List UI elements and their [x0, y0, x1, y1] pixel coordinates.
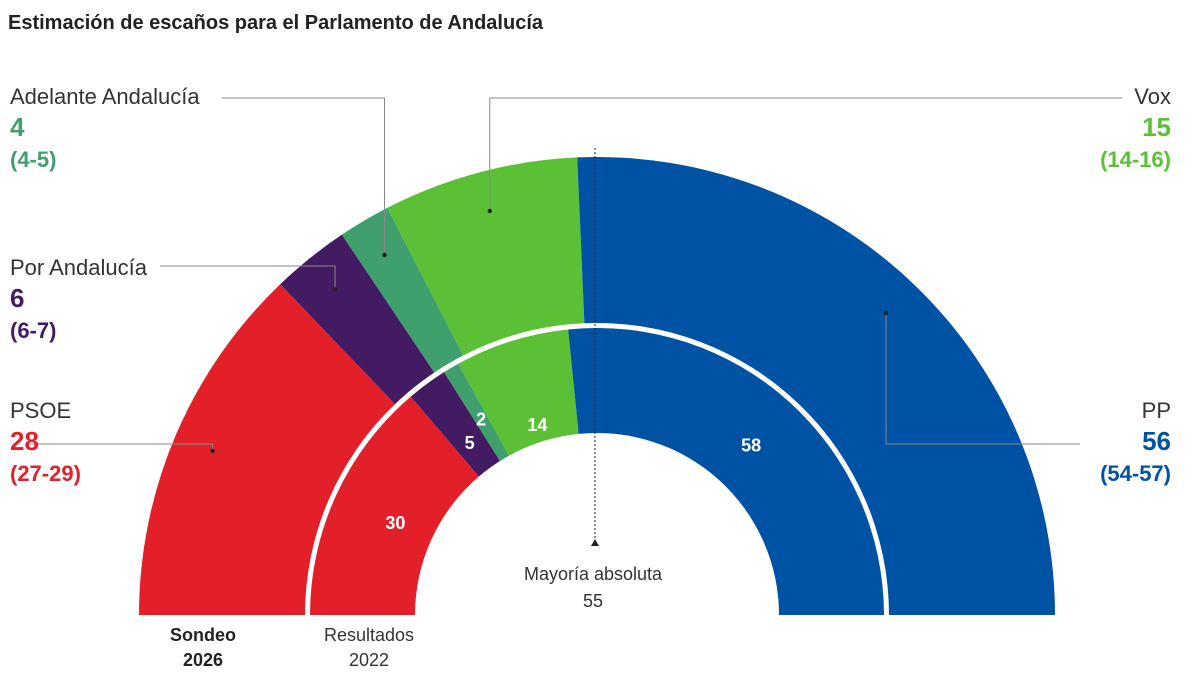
- leader-line-pp: [885, 313, 1080, 445]
- inner-label-psoe: 30: [385, 513, 405, 533]
- party-seats-por-andalucia: 6: [10, 283, 24, 313]
- party-labels: PSOE 28 (27-29) Por Andalucía 6 (6-7) Adelante…: [10, 84, 1171, 486]
- party-name-vox: Vox: [1134, 84, 1171, 109]
- chart-title: Estimación de escaños para el Parlamento…: [8, 12, 544, 34]
- ring-resultados-2022: [310, 328, 884, 615]
- leader-line-adelante-andalucia: [222, 97, 385, 255]
- party-range-por-andalucia: (6-7): [10, 318, 56, 343]
- inner-seat-labels: 30 52 14 58: [385, 410, 761, 533]
- party-range-adelante-andalucia: (4-5): [10, 147, 56, 172]
- inner-label-por-andalucia: 5: [465, 433, 475, 453]
- ring-label-2022: 2022: [349, 650, 389, 670]
- resultados-segment-psoe: [310, 396, 479, 615]
- party-range-vox: (14-16): [1100, 147, 1171, 172]
- resultados-segment-por-andalucia: [410, 372, 501, 477]
- sondeo-segment-por-andalucia: [280, 234, 435, 405]
- sondeo-segment-vox: [387, 157, 585, 356]
- leader-line-psoe: [30, 443, 214, 451]
- leader-line-vox: [489, 97, 1122, 211]
- party-seats-psoe: 28: [10, 426, 39, 456]
- sondeo-segment-pp: [577, 156, 1055, 615]
- inner-label-vox: 14: [527, 415, 547, 435]
- resultados-segment-vox: [458, 329, 579, 456]
- leader-lines: [30, 97, 1122, 454]
- party-name-adelante-andalucia: Adelante Andalucía: [10, 84, 200, 109]
- leader-dot-adelante-andalucia: [382, 252, 387, 258]
- inner-label-adelante-andalucia: 2: [476, 410, 486, 430]
- leader-dot-pp: [883, 310, 889, 316]
- majority-label: Mayoría absoluta: [524, 564, 663, 584]
- resultados-segment-pp: [568, 328, 884, 615]
- leader-dot-vox: [487, 208, 492, 214]
- party-seats-pp: 56: [1142, 426, 1171, 456]
- party-name-psoe: PSOE: [10, 398, 71, 423]
- ring-label-2026: 2026: [183, 650, 223, 670]
- resultados-segment-adelante-andalucia: [444, 363, 510, 461]
- ring-label-sondeo: Sondeo: [170, 625, 236, 645]
- party-name-por-andalucia: Por Andalucía: [10, 255, 148, 280]
- leader-dot-psoe: [210, 448, 215, 454]
- ring-label-resultados: Resultados: [324, 625, 414, 645]
- party-seats-vox: 15: [1142, 112, 1171, 142]
- inner-label-pp: 58: [741, 435, 761, 455]
- majority-arrow-icon: [591, 539, 599, 546]
- ring-sondeo-2026: [139, 156, 1055, 615]
- majority-value: 55: [583, 591, 603, 611]
- leader-line-por-andalucia: [160, 265, 336, 290]
- sondeo-segment-adelante-andalucia: [341, 207, 464, 373]
- party-seats-adelante-andalucia: 4: [10, 112, 25, 142]
- sondeo-segment-psoe: [139, 284, 396, 615]
- party-range-pp: (54-57): [1100, 461, 1171, 486]
- leader-dot-por-andalucia: [332, 287, 338, 292]
- party-name-pp: PP: [1142, 398, 1171, 423]
- party-range-psoe: (27-29): [10, 461, 81, 486]
